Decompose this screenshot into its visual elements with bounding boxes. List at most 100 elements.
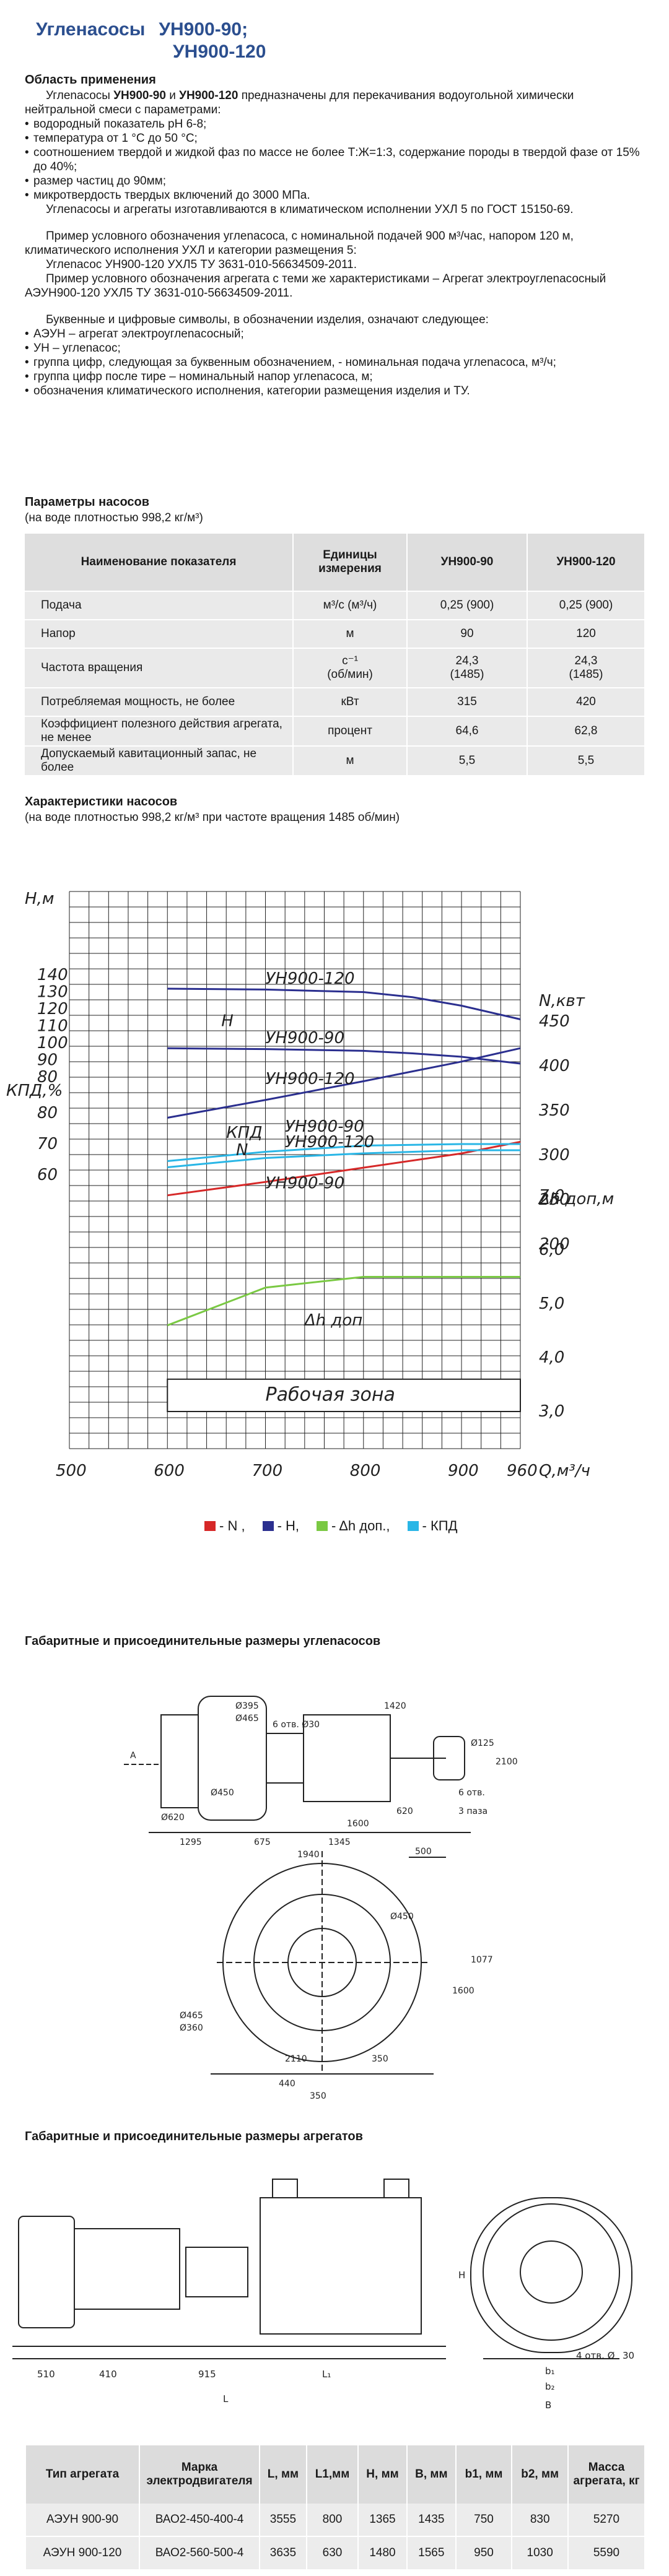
example1-text: Пример условного обозначения углеnасоса,… — [25, 230, 574, 257]
cell: м — [292, 746, 407, 776]
application-intro: Углеnасосы УН900-90 и УН900-120 предназн… — [25, 89, 644, 117]
cell: 315 — [406, 688, 527, 717]
col-header: B, мм — [406, 2445, 456, 2504]
list-item: водородный показатель pH 6-8; — [25, 117, 644, 131]
dim-label: Н — [458, 2270, 465, 2281]
cell-line: (1485) — [450, 668, 484, 681]
dim-label: Ø360 — [180, 2023, 203, 2033]
col-header: Единицы измерения — [292, 534, 407, 592]
list-item: АЭУН – агрегат электроуглеnасосный; — [25, 327, 644, 341]
legend-swatch — [407, 1521, 419, 1531]
dim-label: 4 отв. Ø — [576, 2350, 615, 2361]
dim-label: 410 — [99, 2369, 117, 2380]
dim-label: 1077 — [471, 1955, 493, 1965]
unit-drawing: 510 410 915 L₁ L Н b₁ b₂ В 4 отв. Ø 30 — [12, 2179, 634, 2411]
cell: 1435 — [406, 2504, 456, 2537]
col-header: Наименование показателя — [25, 534, 293, 592]
intro-model-2: УН900-120 — [179, 89, 238, 102]
table-row: АЭУН 900-120 ВАО2-560-500-4 3635 630 148… — [25, 2536, 644, 2570]
page-title: Угленасосы УН900-90; УН900-120 — [36, 19, 470, 63]
curve-label: УН900-120 — [285, 1133, 374, 1151]
cell: 5,5 — [527, 746, 644, 776]
cell: 64,6 — [406, 716, 527, 747]
n-tick-label: 350 — [539, 1101, 570, 1120]
table-row: Частота вращения с⁻¹ (об/мин) 24,3 (1485) … — [25, 648, 644, 688]
col-header: УН900-120 — [527, 534, 644, 592]
h-tick-label: 100 — [37, 1034, 68, 1052]
dh-tick-label: 6,0 — [539, 1241, 564, 1259]
series-line-dh — [167, 1276, 520, 1327]
example2-text: Пример условного обозначения агрегата с … — [25, 272, 606, 300]
dim-label: Ø450 — [211, 1788, 234, 1798]
curve-label: Н — [221, 1012, 234, 1031]
dim-label: 915 — [198, 2369, 216, 2380]
h-tick-label: 90 — [37, 1051, 58, 1070]
dim-label: 1420 — [384, 1701, 406, 1711]
kpd-axis-label: КПД,% — [6, 1082, 63, 1100]
units-table: Тип агрегата Марка электродвигателя L, м… — [25, 2445, 644, 2570]
cell: 1480 — [357, 2536, 407, 2570]
curve-label: УН900-120 — [266, 1070, 355, 1088]
curve-label: N — [236, 1141, 248, 1160]
col-header: УН900-90 — [406, 534, 527, 592]
legend-item: - Δh доп., — [317, 1518, 390, 1534]
dim-label: 30 — [623, 2350, 634, 2361]
legend-item: - КПД — [407, 1518, 458, 1534]
params-section: Параметры насосов (на воде плотностью 99… — [25, 495, 644, 776]
example1-code: Углеnасос УН900-120 УХЛ5 ТУ 3631-010-566… — [46, 258, 357, 271]
intro-and: и — [169, 89, 176, 102]
x-tick-label: 960 — [507, 1462, 538, 1480]
cell: 630 — [305, 2536, 359, 2570]
dim-label: 1295 — [180, 1837, 202, 1847]
list-item: соотношением твердой и жидкой фаз по мас… — [25, 145, 644, 174]
n-axis-label: N,квт — [539, 992, 585, 1010]
cell: АЭУН 900-120 — [25, 2536, 139, 2570]
cell: ВАО2-450-400-4 — [139, 2504, 260, 2537]
col-header: b1, мм — [455, 2445, 512, 2504]
dim-label: 1600 — [347, 1819, 369, 1829]
cell: 420 — [527, 688, 644, 717]
cell: 90 — [406, 620, 527, 649]
x-tick-label: 900 — [448, 1462, 479, 1480]
legend-item: - Н, — [262, 1518, 299, 1534]
legend-swatch — [262, 1521, 274, 1531]
legend-swatch — [204, 1521, 216, 1531]
dim-label: Ø465 — [235, 1714, 259, 1724]
climate-text: Углеnасосы и агрегаты изготавливаются в … — [46, 203, 574, 216]
table-row: Подача м³/с (м³/ч) 0,25 (900) 0,25 (900) — [25, 591, 644, 620]
dh-tick-label: 4,0 — [539, 1348, 564, 1367]
legend-label: - КПД — [422, 1518, 458, 1533]
unit-dims-heading: Габаритные и присоединительные размеры а… — [25, 2130, 363, 2143]
h-tick-label: 110 — [37, 1017, 68, 1036]
dim-label: Ø450 — [390, 1912, 414, 1922]
cell-line: (об/мин) — [327, 668, 373, 681]
unit-dims-section: Габаритные и присоединительные размеры а… — [25, 2130, 644, 2145]
dim-label: 675 — [254, 1837, 271, 1847]
cell: 24,3 (1485) — [406, 648, 527, 688]
legend-item: - N , — [204, 1518, 245, 1534]
cell: 5,5 — [406, 746, 527, 776]
col-header: Марка электродвигателя — [139, 2445, 260, 2504]
legend-label: - Δh доп., — [331, 1518, 390, 1533]
dim-label: В — [545, 2400, 551, 2411]
list-item: УН – углеnасос; — [25, 341, 644, 355]
symbols-intro: Буквенные и цифровые символы, в обозначе… — [46, 313, 489, 326]
table-row: Допускаемый кавитационный запас, не боле… — [25, 746, 644, 776]
series-line-kpd — [167, 1149, 520, 1168]
dh-tick-label: 3,0 — [539, 1402, 564, 1421]
x-tick-label: 700 — [252, 1462, 283, 1480]
dim-label: 6 отв. — [458, 1788, 485, 1798]
h-tick-label: 80 — [37, 1068, 58, 1086]
kpd-tick-label: 70 — [37, 1135, 58, 1153]
cell: 1365 — [357, 2504, 407, 2537]
intro-model-1: УН900-90 — [113, 89, 166, 102]
dim-label: L₁ — [322, 2369, 331, 2380]
params-heading: Параметры насосов — [25, 495, 150, 509]
dim-label: 500 — [415, 1847, 432, 1857]
cell-line: 24,3 — [574, 654, 598, 667]
dim-label: Ø395 — [235, 1701, 259, 1711]
col-header: b2, мм — [511, 2445, 568, 2504]
series-line-n — [167, 1047, 521, 1119]
dim-label: 2110 — [285, 2054, 307, 2064]
characteristics-heading: Характеристики насосов — [25, 795, 178, 809]
